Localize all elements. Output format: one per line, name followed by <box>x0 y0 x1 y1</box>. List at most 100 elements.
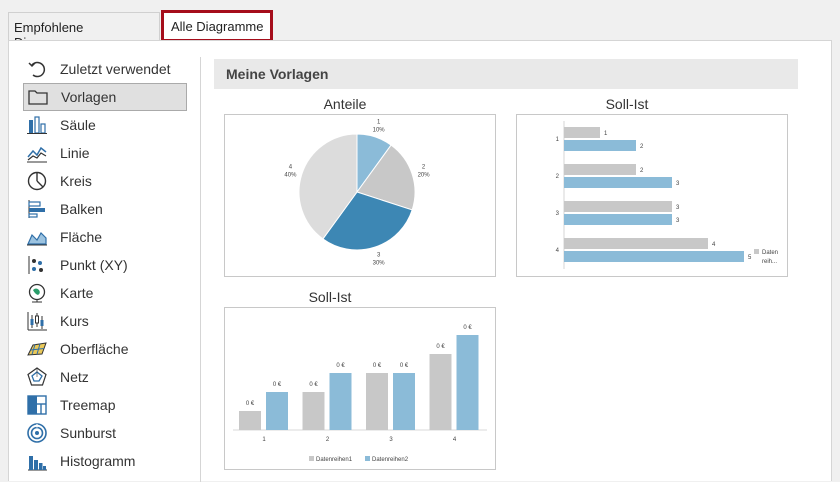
sidebar-item-recent[interactable]: Zuletzt verwendet <box>23 55 187 83</box>
sidebar-item-label: Vorlagen <box>61 89 117 105</box>
legend-swatch <box>309 456 314 461</box>
section-title: Meine Vorlagen <box>214 59 798 89</box>
legend-label: reih... <box>762 259 777 265</box>
line-chart-icon <box>25 142 49 164</box>
data-label: 5 <box>748 255 752 261</box>
data-label: 0 € <box>463 325 472 331</box>
pie-label-percent: 30% <box>373 261 386 267</box>
pie-label-percent: 20% <box>418 172 431 178</box>
tab-all-charts[interactable]: Alle Diagramme <box>161 10 273 42</box>
pie-label-category: 1 <box>377 119 381 125</box>
template-pie-thumbnail[interactable]: 1 10% 2 20% 3 30% 4 40% <box>224 114 496 277</box>
data-label: 3 <box>676 205 680 211</box>
pie-slice <box>322 191 413 251</box>
pie-label-percent: 10% <box>373 127 386 133</box>
sidebar-item-line[interactable]: Linie <box>23 139 187 167</box>
template-title: Anteile <box>323 96 367 112</box>
bar-chart: 1 1 2 2 2 3 3 3 3 4 4 5 Daten reih... <box>556 121 778 269</box>
pie-slice <box>356 144 416 211</box>
area-chart-icon <box>25 226 49 248</box>
sidebar-item-label: Kurs <box>60 313 89 329</box>
column-chart-icon <box>25 114 49 136</box>
sidebar-item-stock[interactable]: Kurs <box>23 307 187 335</box>
template-column-thumbnail[interactable]: 0 € 0 € 1 0 € 0 € 2 0 € 0 € 3 0 € 0 € 4 Datenreihen1… <box>224 307 496 470</box>
sidebar-divider <box>200 57 201 482</box>
data-label: 0 € <box>373 363 382 369</box>
sidebar-item-label: Zuletzt verwendet <box>60 61 171 77</box>
sidebar-item-surface[interactable]: Oberfläche <box>23 335 187 363</box>
histogram-icon <box>25 450 49 472</box>
template-title: Soll-Ist <box>605 96 649 112</box>
map-chart-icon <box>25 282 49 304</box>
x-tick-label: 1 <box>262 437 266 443</box>
y-tick-label: 4 <box>556 248 560 254</box>
data-label: 0 € <box>273 382 282 388</box>
tab-recommended-charts[interactable]: Empfohlene Diagramme <box>8 12 160 50</box>
sidebar-item-sunburst[interactable]: Sunburst <box>23 419 187 447</box>
x-tick-label: 3 <box>389 437 393 443</box>
template-bar-thumbnail[interactable]: 1 1 2 2 2 3 3 3 3 4 4 5 Daten reih... <box>516 114 788 277</box>
radar-chart-icon <box>25 366 49 388</box>
sidebar-item-column[interactable]: Säule <box>23 111 187 139</box>
sidebar-item-pie[interactable]: Kreis <box>23 167 187 195</box>
x-tick-label: 4 <box>453 437 457 443</box>
pie-chart: 1 10% 2 20% 3 30% 4 40% <box>284 119 431 267</box>
data-label: 3 <box>676 218 680 224</box>
sidebar-item-label: Treemap <box>60 397 116 413</box>
data-label: 0 € <box>309 382 318 388</box>
dialog-panel: Zuletzt verwendet Vorlagen Säule Linie K… <box>8 40 832 482</box>
pie-label-category: 2 <box>422 164 426 170</box>
sidebar-item-label: Linie <box>60 145 90 161</box>
bar-series2 <box>564 214 672 225</box>
pie-chart-icon <box>25 170 49 192</box>
tab-bar: Empfohlene Diagramme Alle Diagramme <box>0 0 840 50</box>
y-tick-label: 1 <box>556 137 560 143</box>
template-title: Soll-Ist <box>308 289 352 305</box>
sidebar-item-label: Säule <box>60 117 96 133</box>
sidebar-item-label: Sunburst <box>60 425 117 441</box>
sidebar-item-histogram[interactable]: Histogramm <box>23 447 187 475</box>
sidebar-item-templates[interactable]: Vorlagen <box>23 83 187 111</box>
bar-series1 <box>564 238 708 249</box>
recent-icon <box>25 58 49 80</box>
surface-chart-icon <box>25 338 49 360</box>
bar-series2 <box>564 177 672 188</box>
column-series2 <box>456 335 479 430</box>
column-series1 <box>429 354 452 430</box>
sidebar-item-bar[interactable]: Balken <box>23 195 187 223</box>
sidebar-item-label: Histogramm <box>60 453 136 469</box>
pie-slice <box>298 133 358 240</box>
sidebar-item-area[interactable]: Fläche <box>23 223 187 251</box>
sunburst-icon <box>25 422 49 444</box>
sidebar-item-treemap[interactable]: Treemap <box>23 391 187 419</box>
sidebar-item-label: Kreis <box>60 173 92 189</box>
data-label: 0 € <box>336 363 345 369</box>
legend-label: Datenreihen1 <box>316 457 353 463</box>
data-label: 2 <box>640 168 644 174</box>
bar-series1 <box>564 127 600 138</box>
data-label: 0 € <box>436 344 445 350</box>
folder-icon <box>26 86 50 108</box>
bar-series1 <box>564 164 636 175</box>
pie-label-category: 3 <box>377 253 381 259</box>
data-label: 1 <box>604 131 608 137</box>
bar-series2 <box>564 251 744 262</box>
sidebar-item-map[interactable]: Karte <box>23 279 187 307</box>
data-label: 3 <box>676 181 680 187</box>
column-series1 <box>366 373 388 430</box>
sidebar-item-label: Balken <box>60 201 103 217</box>
sidebar-item-label: Karte <box>60 285 94 301</box>
sidebar-item-label: Punkt (XY) <box>60 257 128 273</box>
bar-series1 <box>564 201 672 212</box>
pie-label-percent: 40% <box>284 172 297 178</box>
sidebar-item-radar[interactable]: Netz <box>23 363 187 391</box>
data-label: 2 <box>640 144 644 150</box>
legend-label: Datenreihen2 <box>372 457 409 463</box>
stock-chart-icon <box>25 310 49 332</box>
bar-series2 <box>564 140 636 151</box>
data-label: 0 € <box>246 401 255 407</box>
sidebar-item-scatter[interactable]: Punkt (XY) <box>23 251 187 279</box>
y-tick-label: 3 <box>556 211 560 217</box>
sidebar-item-label: Netz <box>60 369 89 385</box>
legend-swatch <box>754 249 759 254</box>
